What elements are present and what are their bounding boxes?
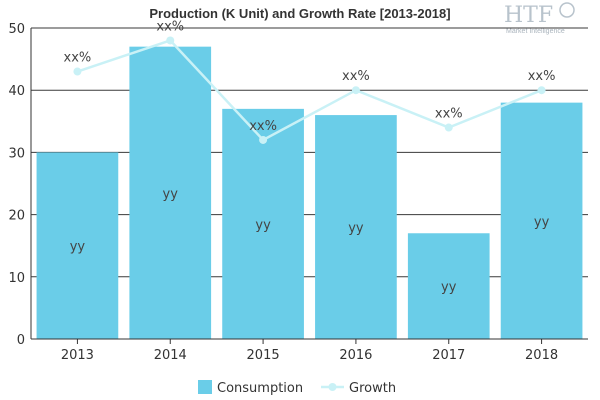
bar-data-label: yy — [534, 215, 550, 230]
bar — [407, 233, 490, 339]
chart-title: Production (K Unit) and Growth Rate [201… — [149, 6, 450, 21]
legend: Consumption Growth — [198, 380, 396, 396]
bar-data-label: yy — [255, 218, 271, 233]
y-tick-label: 10 — [8, 271, 25, 286]
x-tick-label: 2014 — [154, 348, 187, 363]
watermark-logo: HTF Market Intelligence — [504, 2, 575, 35]
line-data-label: xx% — [156, 19, 184, 34]
y-tick-label: 0 — [17, 333, 25, 348]
line-data-label: xx% — [64, 51, 92, 66]
line-point — [259, 135, 268, 144]
bar-data-label: yy — [348, 221, 364, 236]
bar — [222, 108, 304, 339]
legend-label-growth: Growth — [349, 381, 396, 396]
line-point — [166, 36, 175, 45]
y-tick-label: 20 — [8, 209, 25, 224]
line-data-label: xx% — [342, 69, 370, 84]
y-tick-label: 50 — [8, 22, 25, 37]
legend-marker-growth — [328, 383, 337, 391]
bar-data-label: yy — [70, 240, 86, 255]
line-data-label: xx% — [435, 107, 463, 122]
x-tick-label: 2017 — [432, 348, 465, 363]
bar — [129, 46, 212, 339]
bar-data-label: yy — [163, 187, 179, 202]
watermark-brand: HTF — [504, 3, 553, 28]
globe-icon — [559, 2, 575, 18]
legend-swatch-consumption — [198, 380, 212, 394]
watermark-subtitle: Market Intelligence — [506, 28, 565, 35]
grid — [31, 27, 588, 278]
x-tick-label: 2015 — [247, 348, 280, 363]
y-tick-label: 40 — [8, 84, 25, 99]
legend-label-consumption: Consumption — [217, 381, 303, 396]
x-tick-label: 2018 — [525, 348, 558, 363]
line-point — [73, 67, 82, 76]
line-point — [444, 123, 453, 132]
bar-data-label: yy — [441, 280, 457, 295]
bar — [315, 115, 397, 339]
line-data-label: xx% — [528, 69, 556, 84]
growth-line — [77, 38, 543, 142]
bar — [500, 102, 583, 339]
line-data-label: xx% — [249, 119, 277, 134]
x-tick-label: 2016 — [339, 348, 372, 363]
bar — [36, 152, 119, 339]
line-point — [351, 86, 360, 95]
line-series: xx% xx% xx% xx% xx% xx% — [64, 19, 556, 144]
line-point — [537, 86, 546, 95]
axes: 0 10 20 30 40 50 2013 2014 2015 2016 2017 2018 — [8, 22, 588, 363]
bar-series: yy yy yy yy yy yy — [36, 46, 583, 339]
x-tick-label: 2013 — [61, 348, 94, 363]
y-tick-label: 30 — [8, 146, 25, 161]
